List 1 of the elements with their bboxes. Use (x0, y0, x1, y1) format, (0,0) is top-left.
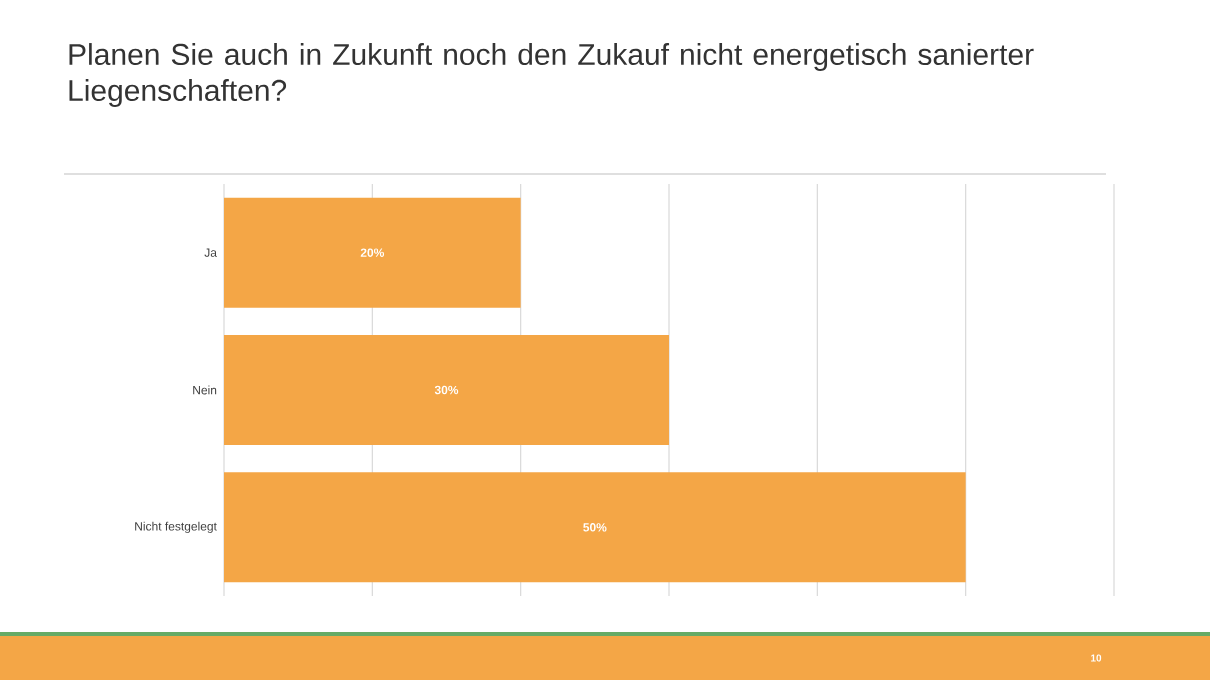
chart-title: Planen Sie auch in Zukunft noch den Zukauf nicht energetisch sanierter Liegenschaften? (69, 43, 1034, 108)
